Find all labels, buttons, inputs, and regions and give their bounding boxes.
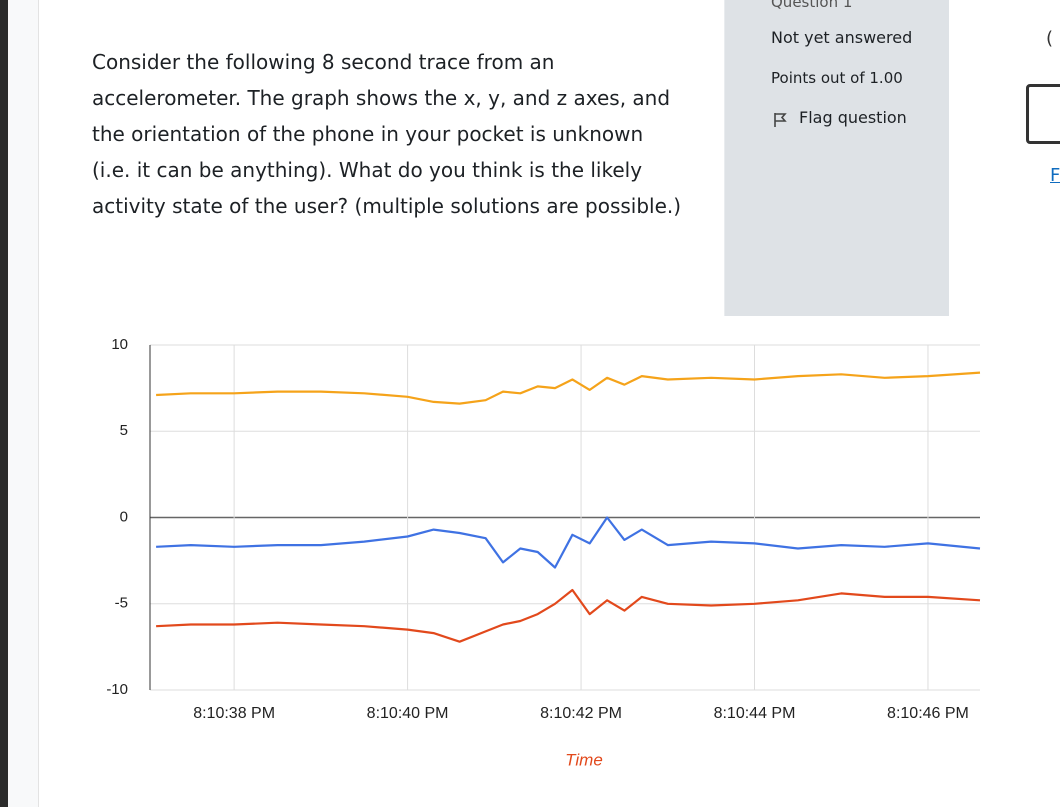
- y-tick-label: -5: [115, 595, 128, 612]
- flag-icon[interactable]: [773, 112, 787, 128]
- y-tick-label: 0: [120, 508, 128, 525]
- data-line: [156, 588, 981, 643]
- question-text: Consider the following 8 second trace fr…: [92, 50, 682, 218]
- question-points: Points out of 1.00: [771, 69, 903, 87]
- question-info: Question 1 Not yet answered Points out o…: [724, 0, 949, 316]
- x-tick-label: 8:10:44 PM: [714, 705, 796, 722]
- sidebar-edge: [0, 0, 8, 807]
- x-tick-label: 8:10:42 PM: [540, 705, 622, 722]
- cut-text: (: [1046, 28, 1054, 49]
- question-number: Question 1: [771, 0, 853, 11]
- x-tick-label: 8:10:40 PM: [367, 705, 449, 722]
- y-tick-label: 10: [111, 336, 128, 353]
- y-tick-label: 5: [120, 422, 128, 439]
- data-line: [156, 516, 981, 569]
- gutter: [8, 0, 39, 807]
- x-tick-label: 8:10:46 PM: [887, 705, 969, 722]
- y-tick-label: -10: [106, 681, 128, 698]
- x-axis-label: Time: [565, 750, 603, 769]
- cut-box[interactable]: [1026, 84, 1060, 144]
- data-line: [156, 371, 981, 405]
- flag-question[interactable]: Flag question: [799, 108, 907, 127]
- cut-link[interactable]: F: [1050, 165, 1060, 186]
- x-tick-label: 8:10:38 PM: [193, 705, 275, 722]
- question-state: Not yet answered: [771, 28, 913, 47]
